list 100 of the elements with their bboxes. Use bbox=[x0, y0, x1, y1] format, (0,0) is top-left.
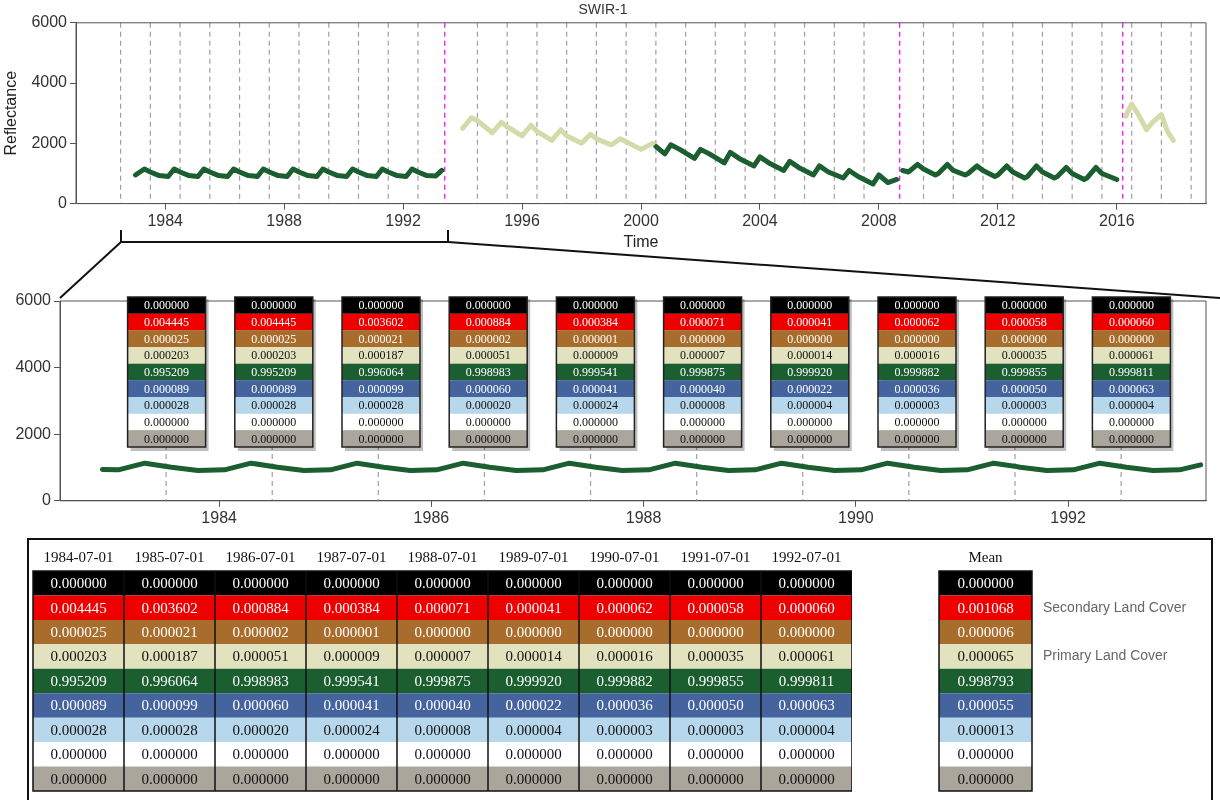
x-tick-label: 1990 bbox=[838, 508, 874, 526]
text: 0.000884 bbox=[232, 599, 289, 616]
text: 0.004445 bbox=[144, 315, 190, 330]
category-label: 1991-07-01 bbox=[680, 548, 751, 565]
y-tick-label: 2000 bbox=[15, 424, 52, 442]
text: 0.000000 bbox=[778, 575, 835, 592]
text: 0.000000 bbox=[251, 415, 297, 430]
category-label: 1985-07-01 bbox=[134, 548, 205, 565]
text: 0.000063 bbox=[778, 697, 835, 714]
text: 0.000058 bbox=[1001, 315, 1047, 330]
x-tick-label: 2016 bbox=[1098, 211, 1135, 229]
text: 0.000062 bbox=[894, 315, 940, 330]
text: 0.999875 bbox=[414, 672, 471, 689]
text: 0.000000 bbox=[505, 624, 562, 641]
text: 0.000000 bbox=[144, 431, 190, 446]
text: 0.000063 bbox=[1108, 381, 1154, 396]
text: 0.000003 bbox=[687, 721, 744, 738]
text: 0.000004 bbox=[778, 721, 835, 738]
text: 0.000000 bbox=[232, 746, 289, 763]
text: 0.000000 bbox=[687, 770, 744, 787]
text: 0.999855 bbox=[1001, 365, 1047, 380]
text: 0.000014 bbox=[787, 348, 833, 363]
text: 0.999541 bbox=[572, 365, 618, 380]
text: 0.000016 bbox=[894, 348, 940, 363]
y-tick-label: 0 bbox=[58, 194, 68, 212]
text: 0.000022 bbox=[787, 381, 833, 396]
x-tick-label: 1988 bbox=[625, 508, 662, 526]
text: 0.000000 bbox=[465, 298, 511, 313]
text: 0.000025 bbox=[50, 624, 107, 641]
text: 0.000003 bbox=[894, 398, 940, 413]
text: 0.000060 bbox=[465, 381, 511, 396]
text: 0.000000 bbox=[687, 746, 744, 763]
category-label: Mean bbox=[968, 548, 1004, 565]
text: 0.000187 bbox=[141, 648, 198, 665]
text: 0.000099 bbox=[358, 381, 404, 396]
text: 0.000028 bbox=[358, 398, 404, 413]
text: 0.000000 bbox=[1001, 298, 1047, 313]
y-tick-label: 0 bbox=[42, 491, 52, 509]
x-tick-label: 1992 bbox=[1050, 508, 1086, 526]
x-tick-label: 1988 bbox=[266, 211, 303, 229]
text: 0.000020 bbox=[465, 398, 511, 413]
text: 0.000000 bbox=[572, 431, 618, 446]
y-tick-label: 6000 bbox=[31, 13, 68, 31]
text: 0.000051 bbox=[232, 648, 289, 665]
text: 0.000000 bbox=[358, 298, 404, 313]
text: 0.000000 bbox=[414, 746, 471, 763]
text: 0.000203 bbox=[50, 648, 107, 665]
text: 0.000000 bbox=[957, 770, 1014, 787]
text: 0.000000 bbox=[778, 746, 835, 763]
text: 0.000000 bbox=[787, 415, 833, 430]
text: 0.000000 bbox=[572, 298, 618, 313]
text: 0.999882 bbox=[596, 672, 653, 689]
text: 0.000071 bbox=[414, 599, 471, 616]
x-tick-label: 1996 bbox=[504, 211, 540, 229]
text: 0.000058 bbox=[687, 599, 744, 616]
chart-title: SWIR-1 bbox=[578, 1, 628, 18]
text: 0.000099 bbox=[141, 697, 198, 714]
text: 0.000060 bbox=[778, 599, 835, 616]
text: 0.000000 bbox=[465, 431, 511, 446]
category-label: 1988-07-01 bbox=[407, 548, 478, 565]
y-tick-label: 4000 bbox=[15, 358, 52, 376]
text: 0.998983 bbox=[465, 365, 511, 380]
text: 0.004445 bbox=[251, 315, 297, 330]
text: 0.996064 bbox=[358, 365, 404, 380]
text: 0.000008 bbox=[414, 721, 471, 738]
text: 0.000000 bbox=[323, 770, 380, 787]
text: 0.000000 bbox=[572, 415, 618, 430]
text: 0.000008 bbox=[680, 398, 726, 413]
text: 0.000000 bbox=[894, 415, 940, 430]
text: 0.000041 bbox=[323, 697, 380, 714]
text: 0.000000 bbox=[232, 575, 289, 592]
text: 0.000061 bbox=[1108, 348, 1154, 363]
text: 0.000050 bbox=[1001, 381, 1047, 396]
text: 0.000004 bbox=[505, 721, 562, 738]
text: 0.000004 bbox=[1108, 398, 1154, 413]
text: 0.000000 bbox=[596, 575, 653, 592]
text: 0.000021 bbox=[358, 331, 404, 346]
text: 0.996064 bbox=[141, 672, 198, 689]
text: 0.000060 bbox=[232, 697, 289, 714]
text: 0.000007 bbox=[414, 648, 471, 665]
text: 0.995209 bbox=[50, 672, 107, 689]
text: 0.000000 bbox=[957, 575, 1014, 592]
text: 0.999875 bbox=[680, 365, 726, 380]
y-axis-title: Reflectance bbox=[2, 70, 20, 156]
text: 0.000041 bbox=[505, 599, 562, 616]
text: 0.999920 bbox=[505, 672, 562, 689]
text: 0.000000 bbox=[1001, 331, 1047, 346]
text: 0.000089 bbox=[251, 381, 297, 396]
text: 0.000016 bbox=[596, 648, 653, 665]
text: 0.000071 bbox=[680, 315, 726, 330]
text: 0.000002 bbox=[465, 331, 511, 346]
text: 0.000062 bbox=[596, 599, 653, 616]
text: 0.000028 bbox=[141, 721, 198, 738]
x-axis-title: Time bbox=[623, 232, 659, 250]
text: 0.000013 bbox=[957, 721, 1014, 738]
category-label: 1992-07-01 bbox=[771, 548, 842, 565]
text: 0.003602 bbox=[141, 599, 198, 616]
text: 0.000000 bbox=[505, 746, 562, 763]
text: 0.000055 bbox=[957, 697, 1014, 714]
text: 0.999882 bbox=[894, 365, 940, 380]
